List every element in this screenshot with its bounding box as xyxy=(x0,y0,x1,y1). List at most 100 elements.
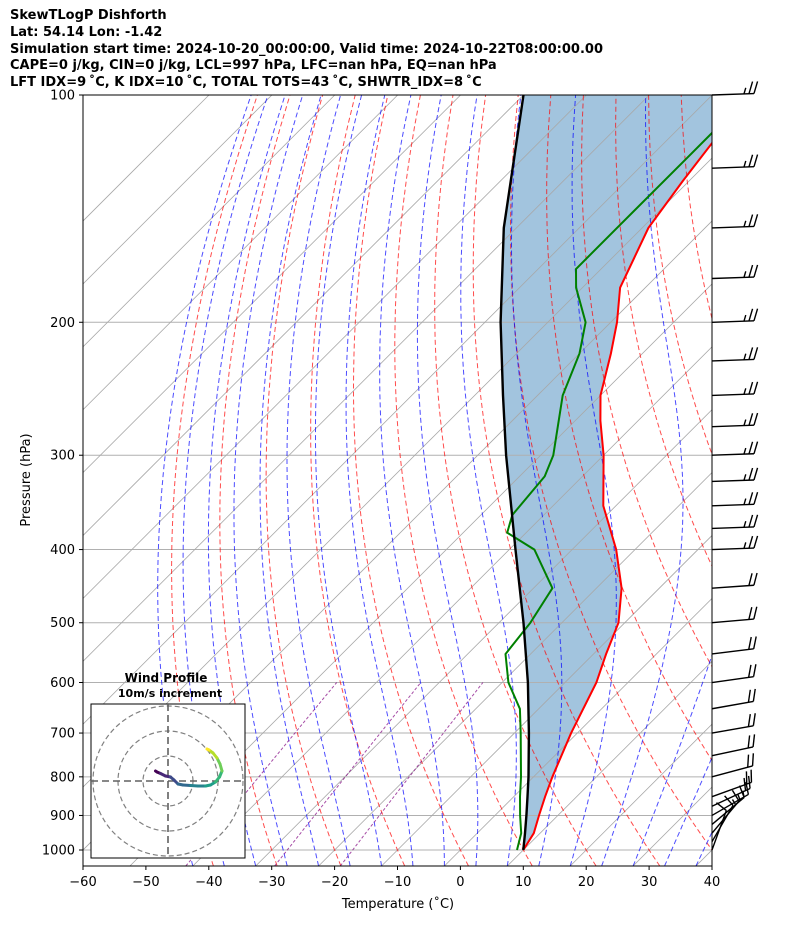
wind-barb xyxy=(711,688,756,710)
dry-adiabat-line xyxy=(648,95,712,456)
dry-adiabat-line xyxy=(581,95,712,668)
wind-barb xyxy=(711,802,728,851)
moist-adiabat-line xyxy=(345,95,414,866)
moist-adiabat-line xyxy=(460,95,517,866)
wind-barb xyxy=(711,81,759,96)
wind-barb xyxy=(711,769,753,798)
isotherm-line xyxy=(444,597,712,866)
moist-adiabat-line xyxy=(259,95,322,866)
y-tick-label: 100 xyxy=(50,89,75,104)
wind-barb xyxy=(711,775,751,807)
wind-barb xyxy=(711,535,759,551)
wind-barb xyxy=(711,491,759,507)
moist-adiabat-line xyxy=(207,95,286,866)
wind-barb xyxy=(711,514,759,530)
y-axis-label: Pressure (hPa) xyxy=(19,433,34,526)
wind-barb xyxy=(711,308,759,323)
isotherm-line xyxy=(83,95,587,599)
x-tick-label: −10 xyxy=(384,875,411,890)
wind-barb xyxy=(711,713,756,734)
x-tick-label: −60 xyxy=(69,875,96,890)
hodograph-inset: Wind Profile 10m/s increment xyxy=(90,671,246,859)
chart-title: SkewTLogP Dishforth xyxy=(10,8,167,23)
moist-adiabat-line xyxy=(182,95,269,866)
mixing-ratio-line xyxy=(274,682,422,866)
isotherm-line xyxy=(83,95,461,474)
moist-adiabat-line xyxy=(569,95,617,866)
profile-series xyxy=(499,95,712,851)
isotherm-line xyxy=(83,95,336,348)
x-tick-label: −30 xyxy=(258,875,285,890)
y-tick-label: 500 xyxy=(50,616,75,631)
wind-barb xyxy=(711,264,759,280)
x-tick-label: 40 xyxy=(704,875,721,890)
isotherm-line xyxy=(507,660,712,866)
wind-barb xyxy=(711,347,759,362)
dry-adiabat-line xyxy=(546,95,712,762)
isotherm-line xyxy=(83,95,273,285)
wind-barb xyxy=(711,753,755,778)
moist-adiabat-line xyxy=(511,95,563,866)
wind-barb xyxy=(711,381,759,397)
x-tick-label: −20 xyxy=(321,875,348,890)
x-tick-label: 0 xyxy=(456,875,464,890)
wind-barb xyxy=(711,214,759,229)
moist-adiabat-line xyxy=(286,95,351,866)
wind-barb xyxy=(711,734,756,757)
dry-adiabat-line xyxy=(434,95,597,866)
moist-adiabat-line xyxy=(632,653,712,866)
isotherm-line xyxy=(255,409,712,866)
axes-ticks: −60 −50 −40 −30 −20 −10 0 10 20 30 40 1000 900 800 700… xyxy=(42,89,720,891)
x-tick-label: 30 xyxy=(641,875,658,890)
dry-adiabat-line xyxy=(219,95,291,866)
y-tick-label: 900 xyxy=(50,809,75,824)
isotherm-line xyxy=(318,472,712,866)
moist-adiabat-line xyxy=(601,95,684,866)
wind-barb xyxy=(711,441,759,456)
wind-barb xyxy=(711,572,758,589)
isotherm-line xyxy=(83,95,524,537)
parcel-profile-line xyxy=(499,95,531,851)
y-tick-label: 200 xyxy=(50,316,75,331)
mixing-ratio-line xyxy=(339,682,484,866)
cape-shade xyxy=(500,95,712,850)
x-tick-label: −50 xyxy=(132,875,159,890)
indices-line-1: CAPE=0 j/kg, CIN=0 j/kg, LCL=997 hPa, LF… xyxy=(10,58,497,74)
wind-barbs xyxy=(711,81,759,851)
wind-barb xyxy=(711,795,734,843)
x-axis-label: Temperature (˚C) xyxy=(341,896,454,912)
dewpoint-line xyxy=(504,131,712,851)
moist-adiabat-line xyxy=(315,95,382,866)
inset-title: Wind Profile xyxy=(125,671,208,685)
dry-adiabat-line xyxy=(171,95,258,866)
moist-adiabat-line xyxy=(664,756,712,866)
dry-adiabat-line xyxy=(265,95,342,866)
isotherm-line xyxy=(569,723,712,866)
header: SkewTLogP Dishforth Lat: 54.14 Lon: -1.4… xyxy=(10,8,603,92)
wind-barb xyxy=(711,664,757,684)
x-tick-label: −40 xyxy=(195,875,222,890)
dry-adiabat-line xyxy=(509,95,712,851)
y-tick-label: 300 xyxy=(50,449,75,464)
y-tick-label: 400 xyxy=(50,543,75,558)
wind-barb xyxy=(711,412,759,428)
x-tick-label: 10 xyxy=(515,875,532,890)
y-tick-label: 700 xyxy=(50,727,75,742)
dry-adiabat-line xyxy=(472,95,661,866)
x-tick-label: 20 xyxy=(578,875,595,890)
location-line: Lat: 54.14 Lon: -1.42 xyxy=(10,24,163,40)
hodograph-segment xyxy=(205,747,211,752)
wind-barb xyxy=(711,467,759,483)
wind-barb xyxy=(711,154,759,169)
dry-adiabat-line xyxy=(394,95,533,866)
dry-adiabat-line xyxy=(353,95,469,866)
moist-adiabat-line xyxy=(233,95,304,866)
inset-subtitle: 10m/s increment xyxy=(118,687,222,700)
background-lines xyxy=(83,95,712,866)
isotherm-line xyxy=(83,95,398,411)
moist-adiabat-line xyxy=(379,95,445,866)
moist-adiabat-line xyxy=(416,95,479,866)
y-tick-label: 1000 xyxy=(42,844,75,859)
wind-barb xyxy=(711,606,758,624)
moist-adiabat-line xyxy=(157,95,252,866)
